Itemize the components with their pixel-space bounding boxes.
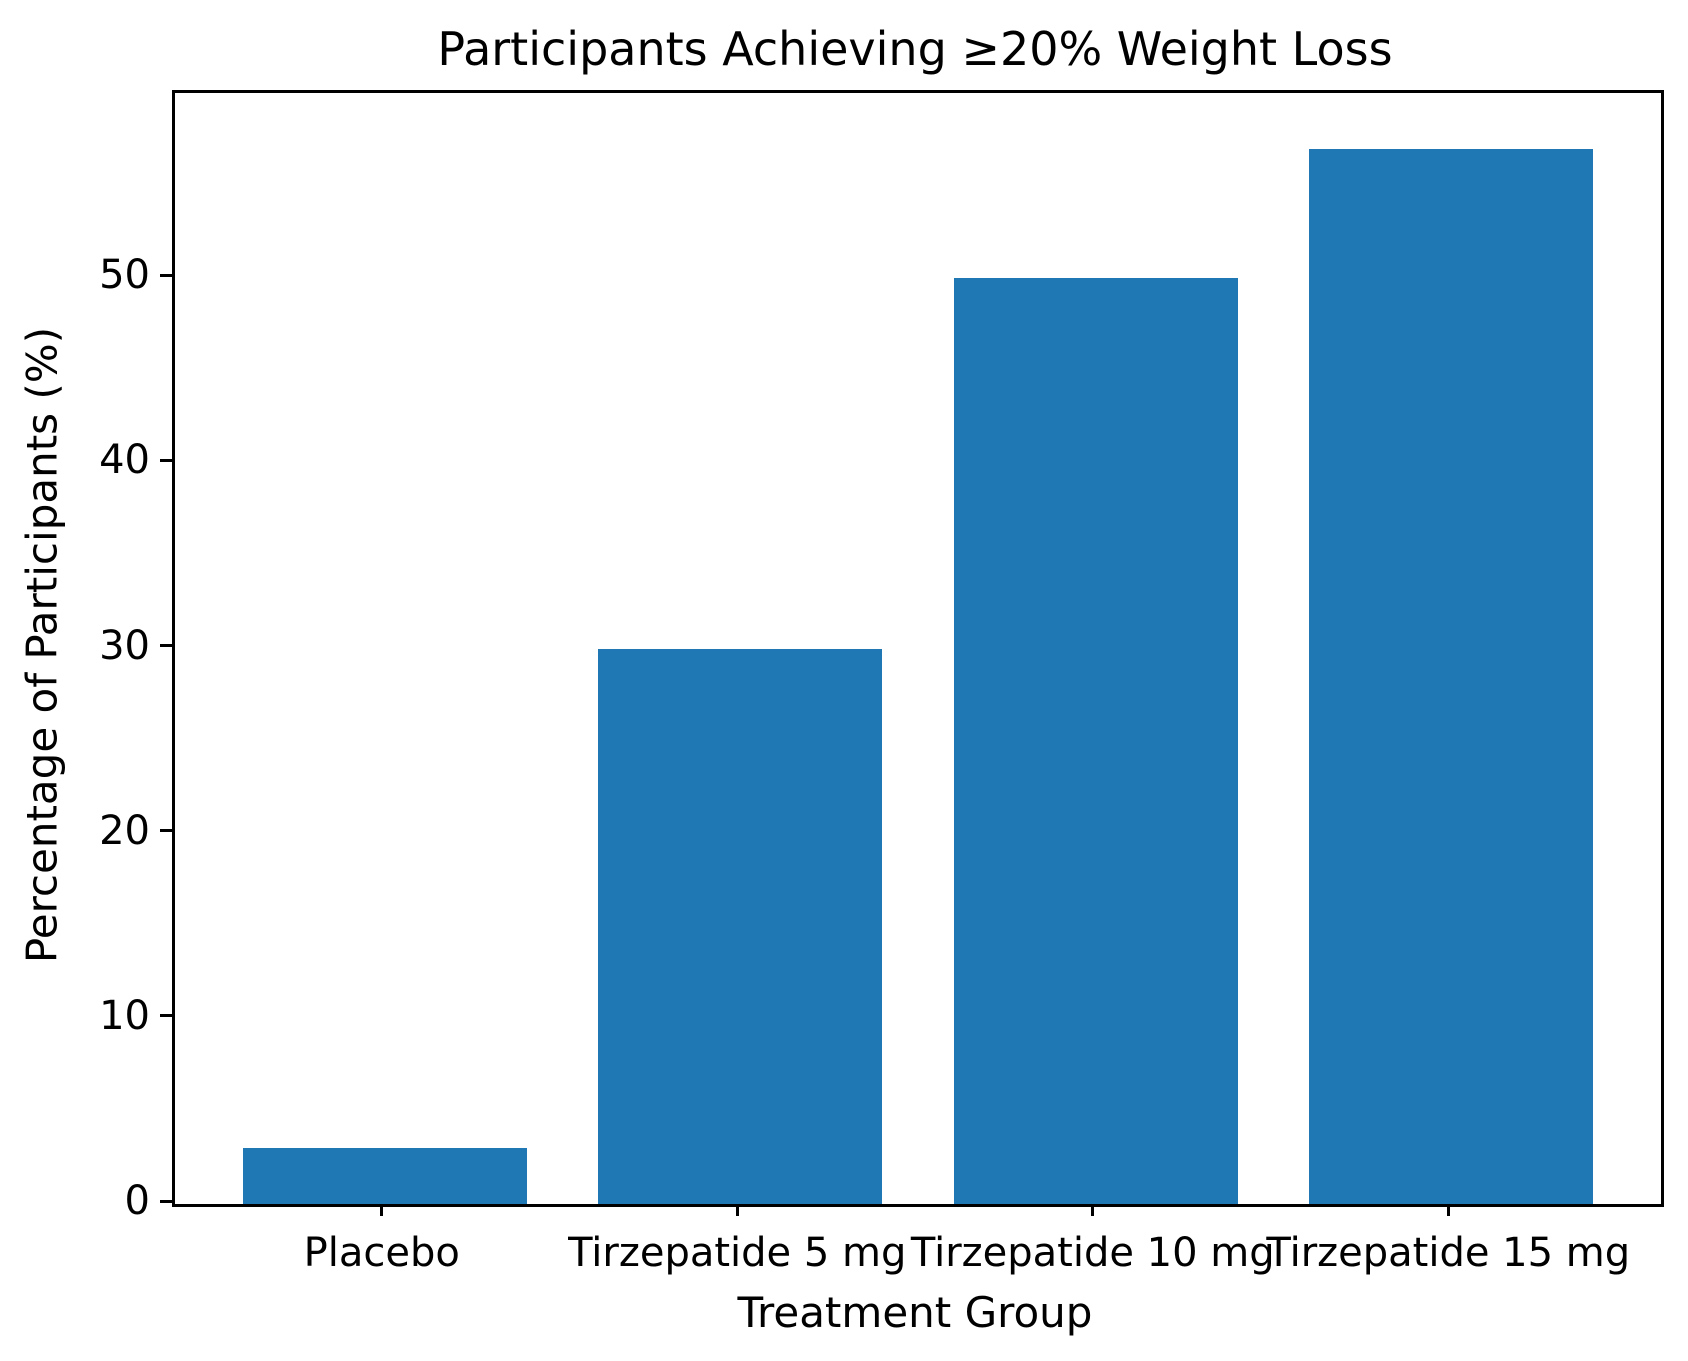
y-tick-mark bbox=[160, 829, 172, 833]
x-tick-label-placebo: Placebo bbox=[303, 1230, 460, 1276]
y-tick-mark bbox=[160, 1199, 172, 1203]
y-tick-label: 10 bbox=[99, 992, 150, 1039]
bar-tirzepatide-15-mg bbox=[1309, 148, 1594, 1204]
y-tick-mark bbox=[160, 1014, 172, 1018]
bar-tirzepatide-5-mg bbox=[598, 648, 883, 1204]
y-axis-label: Percentage of Participants (%) bbox=[17, 326, 67, 964]
y-tick-label: 20 bbox=[99, 807, 150, 854]
bar-tirzepatide-10-mg bbox=[953, 278, 1238, 1204]
x-tick-mark bbox=[1446, 1204, 1450, 1216]
chart-title: Participants Achieving ≥20% Weight Loss bbox=[437, 22, 1393, 76]
x-axis-label: Treatment Group bbox=[737, 1288, 1093, 1337]
y-tick-label: 30 bbox=[99, 622, 150, 669]
bar-placebo bbox=[242, 1148, 527, 1204]
y-tick-mark bbox=[160, 644, 172, 647]
x-tick-mark bbox=[380, 1204, 384, 1216]
y-tick-label: 40 bbox=[99, 437, 150, 484]
x-tick-label-tirzepatide-15-mg: Tirzepatide 15 mg bbox=[1266, 1230, 1631, 1276]
y-tick-label: 0 bbox=[124, 1178, 150, 1224]
x-tick-mark bbox=[1091, 1204, 1095, 1216]
x-tick-mark bbox=[735, 1204, 739, 1216]
y-tick-mark bbox=[160, 273, 172, 277]
x-tick-label-tirzepatide-5-mg: Tirzepatide 5 mg bbox=[568, 1230, 907, 1276]
x-tick-label-tirzepatide-10-mg: Tirzepatide 10 mg bbox=[910, 1230, 1275, 1276]
y-tick-mark bbox=[160, 458, 172, 462]
y-tick-label: 50 bbox=[99, 252, 150, 299]
plot-area bbox=[172, 90, 1664, 1207]
